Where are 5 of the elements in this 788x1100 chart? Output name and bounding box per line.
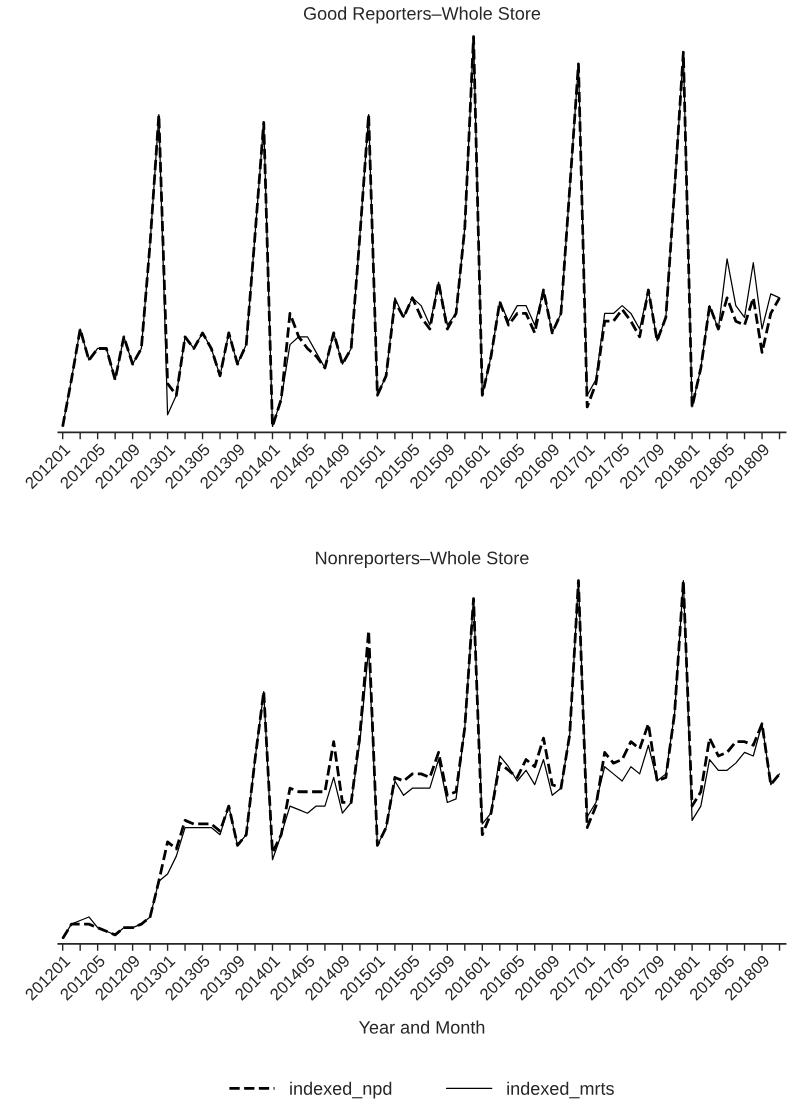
chart-title: Good Reporters–Whole Store [303,6,541,24]
legend-label: indexed_npd [290,1081,392,1099]
x-axis-title: Year and Month [358,1020,485,1034]
chart-title: Nonreporters–Whole Store [316,551,529,568]
legend-label: indexed_mrts [507,1081,614,1099]
